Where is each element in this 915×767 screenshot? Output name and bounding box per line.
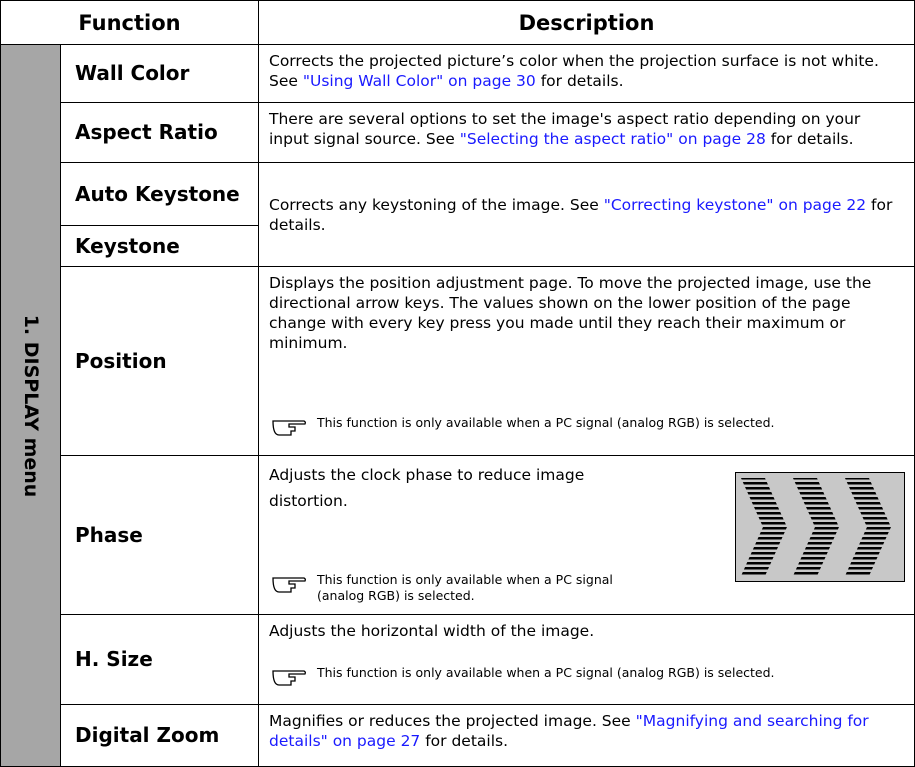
- description: Displays the position adjustment page. T…: [258, 266, 915, 456]
- text: Adjusts the clock phase to reduce image …: [269, 466, 585, 510]
- link[interactable]: "Using Wall Color" on page 30: [302, 72, 536, 90]
- link[interactable]: "Selecting the aspect ratio" on page 28: [459, 130, 766, 148]
- description: Corrects any keystoning of the image. Se…: [258, 162, 915, 267]
- description: Magnifies or reduces the projected image…: [258, 704, 915, 767]
- note: This function is only available when a P…: [271, 572, 651, 604]
- note-text: This function is only available when a P…: [317, 415, 775, 430]
- phase-image: [735, 472, 905, 582]
- description: Adjusts the horizontal width of the imag…: [258, 614, 915, 705]
- paragraph: Corrects any keystoning of the image. Se…: [269, 195, 904, 235]
- description: Corrects the projected picture’s color w…: [258, 44, 915, 103]
- function-name: Digital Zoom: [60, 704, 259, 767]
- function-name: Auto Keystone: [60, 162, 259, 226]
- text: Displays the position adjustment page. T…: [269, 274, 872, 352]
- link[interactable]: "Magnifying and searching for details" o…: [269, 712, 869, 750]
- text: Corrects any keystoning of the image. Se…: [269, 195, 604, 214]
- function-name: H. Size: [60, 614, 259, 705]
- description: Adjusts the clock phase to reduce image …: [258, 455, 915, 615]
- note-icon: [272, 420, 306, 436]
- note: This function is only available when a P…: [271, 415, 775, 437]
- header-description: Description: [258, 0, 915, 45]
- note-text: This function is only available when a P…: [317, 572, 613, 603]
- text: for details.: [535, 72, 624, 90]
- note-text: This function is only available when a P…: [317, 665, 775, 680]
- text: Adjusts the horizontal width of the imag…: [269, 622, 595, 640]
- text: for details.: [269, 195, 893, 234]
- note-icon: [272, 670, 306, 686]
- function-name: Position: [60, 266, 259, 456]
- function-name: Keystone: [60, 225, 259, 267]
- text: Magnifies or reduces the projected image…: [269, 712, 636, 730]
- text: for details.: [765, 130, 854, 148]
- function-name: Aspect Ratio: [60, 102, 259, 163]
- function-name: Phase: [60, 455, 259, 615]
- note: This function is only available when a P…: [271, 665, 775, 687]
- description: There are several options to set the ima…: [258, 102, 915, 163]
- group-cell: 1. DISPLAY menu: [0, 44, 61, 767]
- text: There are several options to set the ima…: [269, 110, 861, 148]
- note-icon: [272, 577, 306, 593]
- link[interactable]: "Correcting keystone" on page 22: [603, 195, 867, 214]
- group-label: 1. DISPLAY menu: [20, 314, 42, 498]
- text: Corrects the projected picture’s color w…: [269, 52, 879, 90]
- text: for details.: [420, 732, 509, 750]
- header-function: Function: [0, 0, 259, 45]
- function-name: Wall Color: [60, 44, 259, 103]
